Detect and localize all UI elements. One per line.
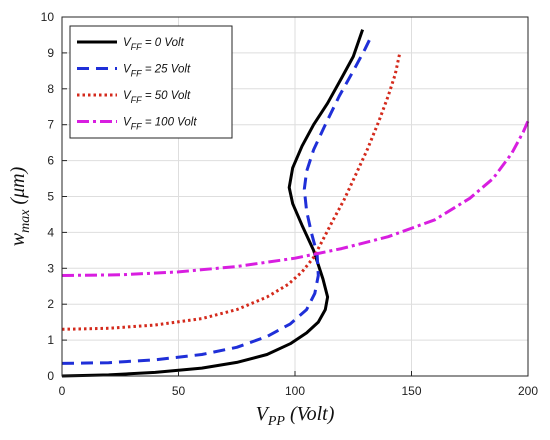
legend-box: [69, 25, 233, 139]
y-tick-label: 7: [47, 118, 54, 132]
x-tick-label: 0: [59, 384, 66, 398]
y-tick-label: 4: [47, 225, 54, 239]
tick-labels: 0 50 100 150 200 0 1 2 3 4 5 6 7 8 9 10: [41, 10, 539, 398]
y-tick-label: 10: [41, 10, 55, 24]
y-axis-title-sub: max: [18, 209, 33, 233]
x-axis-title-sub: PP: [267, 414, 286, 429]
ticks: [61, 16, 529, 377]
y-tick-label: 9: [47, 46, 54, 60]
series-line: [61, 120, 530, 277]
y-tick-label: 8: [47, 82, 54, 96]
series-line: [61, 52, 402, 331]
legend-label: VFF = 25 Volt: [123, 64, 191, 79]
x-tick-label: 50: [172, 384, 186, 398]
x-tick-label: 150: [401, 384, 421, 398]
y-tick-label: 1: [47, 333, 54, 347]
series-line: [61, 29, 365, 378]
grid: [61, 16, 529, 377]
y-axis-title: wmax (μm): [7, 166, 33, 246]
legend-label: VFF = 0 Volt: [123, 37, 185, 52]
y-tick-label: 3: [47, 261, 54, 275]
y-axis-title-main: w: [7, 232, 29, 246]
y-axis-title-unit: (μm): [7, 166, 29, 209]
y-tick-label: 2: [47, 297, 54, 311]
x-axis-title: VPP (Volt): [256, 403, 335, 429]
y-tick-label: 0: [47, 369, 54, 383]
legend-items: VFF = 0 Volt VFF = 25 Volt VFF = 50 Volt VF…: [77, 37, 197, 132]
x-tick-label: 100: [285, 384, 305, 398]
x-axis-title-unit: (Volt): [285, 403, 335, 425]
legend-label: VFF = 100 Volt: [123, 117, 197, 132]
legend-label: VFF = 50 Volt: [123, 90, 191, 105]
x-axis-title-main: V: [256, 403, 271, 425]
x-tick-label: 200: [518, 384, 538, 398]
legend: VFF = 0 Volt VFF = 25 Volt VFF = 50 Volt VF…: [69, 25, 233, 139]
y-tick-label: 5: [47, 190, 54, 204]
series-layer: [61, 29, 530, 378]
y-tick-label: 6: [47, 154, 54, 168]
